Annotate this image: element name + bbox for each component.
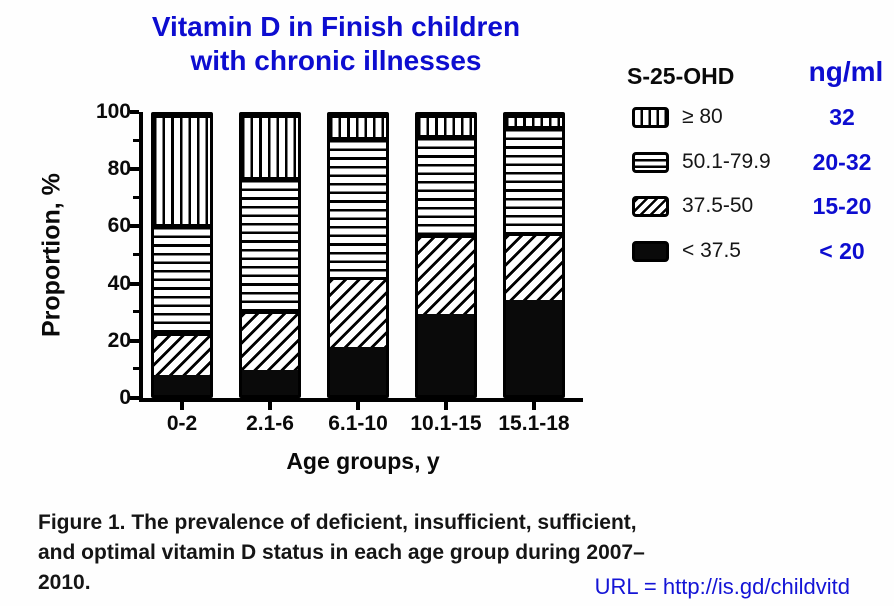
x-axis-tick: [532, 402, 536, 410]
y-major-tick: [130, 167, 139, 172]
figure-caption: Figure 1. The prevalence of deficient, i…: [38, 508, 828, 598]
y-tick-label: 0: [119, 386, 131, 409]
legend-value-ngml: 15-20: [812, 192, 872, 219]
x-category-label: 10.1-15: [410, 412, 482, 435]
x-axis-tick: [268, 402, 272, 410]
x-axis-title: Age groups, y: [286, 448, 440, 474]
legend-label: ≥ 80: [682, 105, 723, 128]
bar-segment-diagonal: [418, 235, 474, 314]
legend-header: S-25-OHD: [627, 63, 735, 89]
y-minor-tick: [133, 138, 140, 142]
bar-segment-horizontal: [330, 137, 386, 278]
y-major-tick: [130, 338, 139, 343]
figure-caption-line2: and optimal vitamin D status in each age…: [38, 541, 645, 564]
figure-caption-line3: 2010.: [38, 571, 91, 594]
x-axis-tick: [356, 402, 360, 410]
figure-caption-line1: Figure 1. The prevalence of deficient, i…: [38, 511, 637, 534]
legend-row-optimal: ≥ 80 32: [632, 104, 890, 130]
y-major-tick: [130, 224, 139, 229]
bar-segment-vertical: [330, 115, 386, 138]
y-tick-label: 100: [95, 100, 131, 123]
bar-segment-vertical: [242, 115, 298, 177]
swatch-horizontal-stripes-icon: [632, 151, 669, 173]
plot-area: Proportion, % 0 20 40 60 80 100 0-2 2.1-6 6.1-10…: [38, 100, 583, 435]
x-category-label: 15.1-18: [498, 412, 570, 435]
bar-segment-diagonal: [506, 232, 562, 300]
bar-segment-diagonal: [330, 277, 386, 348]
x-category-label: 2.1-6: [246, 412, 294, 435]
stacked-bar-15.1-18: [503, 112, 565, 398]
bar-segment-diagonal: [154, 333, 210, 376]
page-title: Vitamin D in Finish children with chroni…: [86, 10, 586, 78]
y-tick-label: 80: [107, 157, 131, 181]
bar-segment-solid: [242, 369, 298, 395]
y-tick-label: 40: [107, 271, 131, 295]
y-minor-tick: [133, 310, 140, 314]
bar-segment-diagonal: [242, 311, 298, 370]
x-category-label: 0-2: [166, 412, 198, 435]
y-tick-label: 60: [107, 214, 131, 238]
swatch-vertical-stripes-icon: [632, 106, 669, 128]
legend-row-insufficient: 37.5-50 15-20: [632, 193, 890, 219]
y-major-tick: [130, 281, 139, 286]
legend-value-ngml: < 20: [819, 237, 865, 264]
swatch-solid-black-icon: [632, 240, 669, 262]
legend-row-deficient: < 37.5 < 20: [632, 238, 890, 264]
bar-segment-solid: [330, 347, 386, 395]
legend-label: 37.5-50: [682, 194, 754, 217]
legend-label: < 37.5: [682, 239, 741, 262]
source-url-text: URL = http://is.gd/childvitd: [594, 574, 850, 599]
stacked-bar-10.1-15: [415, 112, 477, 398]
y-major-tick: [130, 110, 139, 114]
legend-value-ngml: 32: [829, 103, 855, 130]
y-axis-title: Proportion, %: [37, 173, 66, 337]
y-minor-tick: [133, 195, 140, 199]
legend-unit-header: ng/ml: [808, 56, 884, 87]
legend-label: 50.1-79.9: [682, 150, 771, 173]
bar-segment-horizontal: [242, 176, 298, 312]
bar-segment-horizontal: [418, 134, 474, 236]
stacked-bar-6.1-10: [327, 112, 389, 398]
bar-segment-vertical: [154, 115, 210, 225]
y-major-tick: [130, 396, 139, 400]
bar-segment-horizontal: [506, 126, 562, 233]
swatch-diagonal-stripes-icon: [632, 195, 669, 217]
stacked-bar-0-2: [151, 112, 213, 398]
y-minor-tick: [133, 253, 140, 256]
y-tick-label: 20: [107, 328, 131, 352]
x-axis-tick: [180, 402, 184, 410]
bar-segment-solid: [154, 375, 210, 395]
bar-segment-vertical: [506, 115, 562, 127]
bar-segment-vertical: [418, 115, 474, 135]
bar-segment-solid: [418, 313, 474, 395]
bar-segment-solid: [506, 299, 562, 395]
stacked-bar-2.1-6: [239, 112, 301, 398]
bar-segment-horizontal: [154, 224, 210, 334]
page-title-line2: with chronic illnesses: [190, 45, 482, 76]
legend-value-ngml: 20-32: [812, 148, 872, 175]
page-title-line1: Vitamin D in Finish children: [151, 11, 521, 42]
x-axis-tick: [444, 402, 448, 410]
x-category-label: 6.1-10: [328, 412, 388, 435]
y-minor-tick: [133, 367, 140, 371]
legend-row-sufficient: 50.1-79.9 20-32: [632, 149, 890, 175]
